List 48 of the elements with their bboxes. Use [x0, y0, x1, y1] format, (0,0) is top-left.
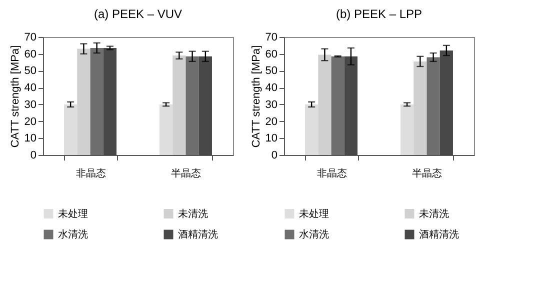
y-tick-label: 0: [271, 150, 278, 162]
x-tick-label: 非晶态: [76, 168, 106, 180]
legend-label: 未处理: [58, 208, 88, 220]
y-tick-label: 50: [265, 65, 278, 78]
y-tick-label: 60: [24, 48, 36, 60]
bar: [198, 56, 212, 155]
bar: [103, 48, 117, 155]
chart-title: (a) PEEK – VUV: [94, 7, 182, 21]
y-tick-label: 10: [265, 132, 278, 145]
y-tick-label: 50: [24, 65, 36, 78]
bar: [77, 48, 90, 155]
bar: [305, 104, 318, 155]
y-axis-title: CATT strength [MPa]: [9, 45, 22, 148]
legend-label: 未清洗: [178, 208, 208, 220]
legend-label: 水清洗: [58, 228, 88, 240]
bar: [90, 48, 104, 155]
y-tick-label: 20: [265, 116, 278, 128]
legend-label: 酒精清洗: [419, 228, 459, 240]
x-tick-label: 非晶态: [316, 168, 347, 180]
y-tick-label: 70: [24, 32, 36, 44]
bar: [344, 56, 358, 155]
y-tick-label: 30: [265, 98, 278, 111]
bar: [64, 104, 78, 155]
bar: [426, 57, 440, 155]
y-axis-title: CATT strength [MPa]: [250, 45, 262, 148]
legend-label: 未处理: [299, 208, 329, 220]
bar: [440, 50, 453, 155]
y-tick-label: 10: [24, 132, 36, 145]
y-tick-label: 40: [265, 82, 278, 94]
y-tick-label: 20: [24, 116, 36, 128]
legend-label: 未清洗: [419, 208, 449, 220]
y-tick-label: 30: [24, 98, 36, 111]
y-tick-label: 60: [265, 48, 278, 60]
bar: [414, 61, 427, 155]
legend-label: 酒精清洗: [178, 228, 218, 240]
y-tick-label: 40: [24, 82, 36, 94]
x-tick-label: 半晶态: [412, 168, 442, 180]
bar: [318, 54, 332, 155]
bar: [331, 56, 344, 155]
chart-title: (b) PEEK – LPP: [336, 7, 422, 21]
y-tick-label: 0: [30, 150, 36, 162]
bar: [186, 56, 199, 155]
y-tick-label: 70: [265, 32, 278, 44]
x-tick-label: 半晶态: [171, 168, 202, 180]
bar: [400, 104, 414, 155]
bar: [172, 56, 186, 155]
bar: [159, 104, 173, 155]
legend-label: 水清洗: [299, 228, 329, 240]
